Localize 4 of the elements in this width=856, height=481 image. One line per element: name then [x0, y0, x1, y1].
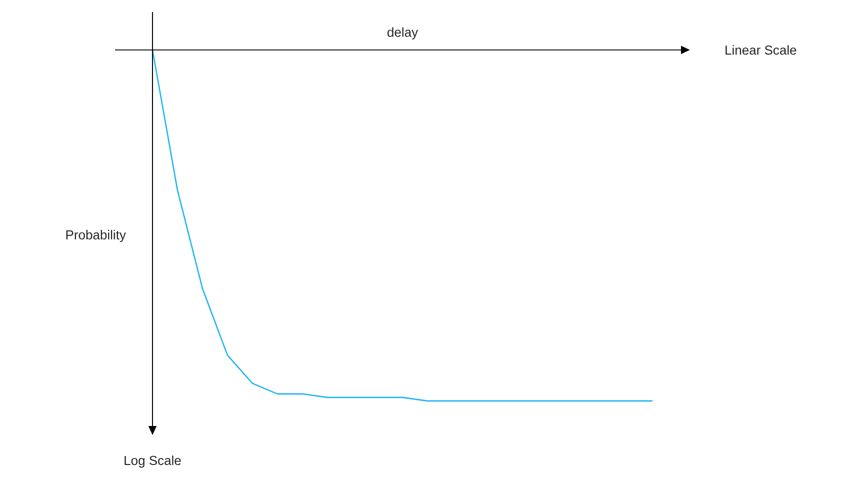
y-axis-title: Probability: [66, 230, 126, 242]
x-axis-title: delay: [388, 27, 418, 40]
text: Log Scale: [124, 456, 181, 468]
text: Linear Scale: [726, 45, 796, 55]
